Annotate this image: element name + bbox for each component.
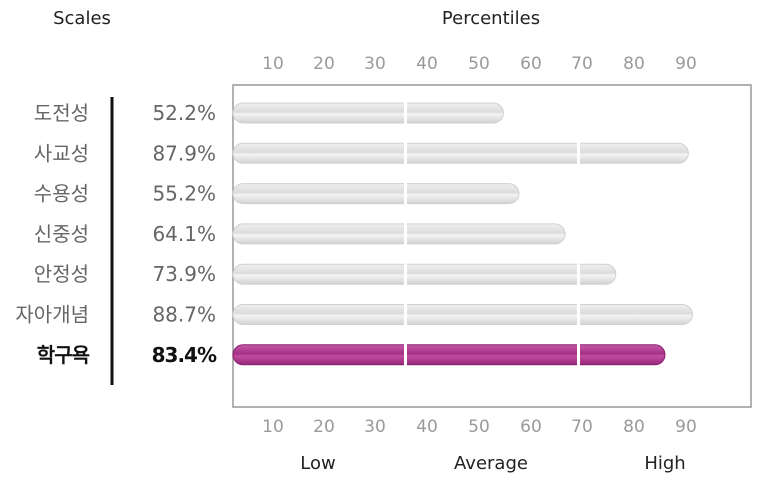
chart-rows: 도전성 52.2% 사교성 87.9% 수용성 55.2% 신중성 64.1% 안정성 73.9%… — [15, 101, 693, 367]
percentile-bar — [232, 142, 689, 164]
top-tick-label: 20 — [313, 54, 335, 74]
scale-label: 안정성 — [34, 262, 89, 286]
value-label: 55.2% — [152, 182, 216, 206]
highlight-bar — [232, 344, 666, 366]
bottom-tick-label: 20 — [313, 417, 335, 437]
bottom-tick-label: 70 — [571, 417, 593, 437]
top-tick-label: 40 — [416, 54, 438, 74]
bottom-tick-labels: 10 20 30 40 50 60 70 80 90 — [262, 417, 697, 437]
band-labels: Low Average High — [300, 453, 685, 474]
bottom-tick-label: 60 — [520, 417, 542, 437]
scale-label: 신중성 — [34, 222, 89, 246]
top-tick-label: 90 — [675, 54, 697, 74]
top-tick-label: 80 — [623, 54, 645, 74]
scale-label: 자아개념 — [15, 303, 89, 327]
bottom-tick-label: 80 — [623, 417, 645, 437]
scale-label: 도전성 — [34, 101, 89, 125]
percentile-bar — [232, 263, 617, 285]
scales-header: Scales — [53, 8, 111, 29]
percentile-bar — [232, 102, 504, 124]
band-label: Average — [454, 453, 528, 474]
value-label: 83.4% — [152, 343, 217, 367]
scale-label: 수용성 — [34, 182, 89, 206]
value-label: 52.2% — [152, 101, 216, 125]
reference-lines — [403, 95, 581, 372]
bottom-tick-label: 90 — [675, 417, 697, 437]
top-tick-labels: 10 20 30 40 50 60 70 80 90 — [262, 54, 697, 74]
percentile-bar — [232, 304, 693, 325]
bottom-tick-label: 10 — [262, 417, 284, 437]
band-label: Low — [300, 453, 335, 474]
value-label: 73.9% — [152, 262, 216, 286]
value-label: 87.9% — [152, 141, 216, 165]
band-label: High — [644, 453, 685, 474]
bottom-tick-label: 40 — [416, 417, 438, 437]
percentile-bar — [232, 223, 566, 245]
top-tick-label: 30 — [364, 54, 386, 74]
chart-title: Percentiles — [442, 8, 540, 29]
scale-label: 학구욕 — [37, 343, 90, 367]
bottom-tick-label: 30 — [364, 417, 386, 437]
top-tick-label: 70 — [571, 54, 593, 74]
value-label: 64.1% — [152, 222, 216, 246]
value-label: 88.7% — [152, 303, 216, 327]
bottom-tick-label: 50 — [468, 417, 490, 437]
scale-label: 사교성 — [34, 141, 89, 165]
top-tick-label: 50 — [468, 54, 490, 74]
percentile-bar — [232, 183, 520, 205]
top-tick-label: 60 — [520, 54, 542, 74]
top-tick-label: 10 — [262, 54, 284, 74]
